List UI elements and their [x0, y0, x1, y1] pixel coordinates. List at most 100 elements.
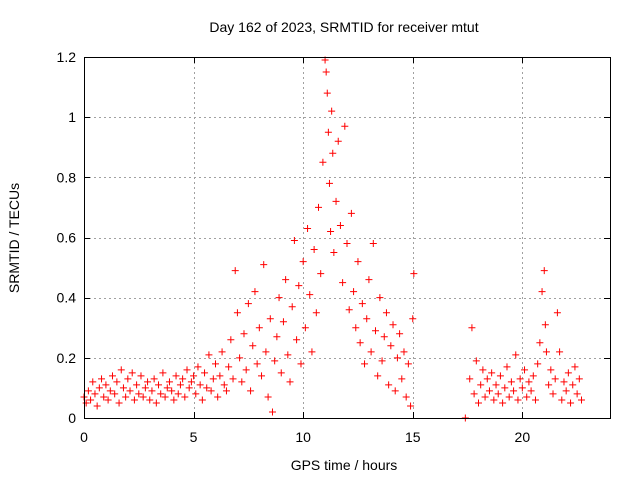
data-point [157, 390, 165, 398]
data-point [212, 360, 219, 368]
data-point [95, 384, 103, 392]
axis-ticks: 0 0.2 0.4 0.6 0.8 1 1.2 0 5 10 15 20 [57, 49, 610, 445]
y-tick-label: 0.8 [57, 169, 77, 185]
data-point [84, 387, 92, 395]
data-point [176, 381, 184, 389]
data-point [365, 276, 373, 284]
data-point [553, 309, 561, 317]
data-point [203, 384, 211, 392]
data-point [329, 149, 337, 157]
data-point [271, 357, 279, 365]
data-point [567, 399, 575, 407]
data-point [295, 282, 303, 290]
data-point [466, 375, 474, 383]
data-point [310, 246, 318, 254]
data-point [288, 303, 296, 311]
data-point [220, 381, 228, 389]
grid-lines [84, 57, 610, 418]
data-point [91, 390, 99, 398]
data-point [376, 294, 384, 302]
data-point [345, 306, 353, 314]
data-point [106, 387, 114, 395]
data-point [306, 291, 314, 299]
data-point [198, 396, 206, 404]
data-point [558, 396, 566, 404]
data-point [499, 399, 507, 407]
data-point [571, 363, 579, 371]
data-point [492, 381, 500, 389]
data-point [260, 261, 268, 269]
data-point [100, 393, 108, 401]
data-point [367, 348, 375, 356]
data-point [135, 390, 143, 398]
data-point [284, 351, 292, 359]
data-point [163, 384, 171, 392]
data-point [207, 387, 215, 395]
data-point [507, 378, 515, 386]
data-point [146, 396, 154, 404]
data-point [352, 324, 360, 332]
data-point [159, 369, 167, 377]
data-point [108, 372, 116, 380]
x-tick-label: 10 [295, 429, 311, 445]
data-point [262, 348, 270, 356]
data-point [225, 363, 233, 371]
data-point [400, 348, 408, 356]
data-point [363, 315, 371, 323]
data-point [282, 276, 290, 284]
y-tick-label: 1 [68, 109, 76, 125]
x-tick-label: 5 [190, 429, 198, 445]
data-point [343, 240, 351, 248]
data-point [104, 396, 112, 404]
data-point [170, 396, 178, 404]
data-point [369, 240, 377, 248]
data-point [144, 378, 152, 386]
data-point [258, 372, 266, 380]
y-tick-label: 0.4 [57, 290, 77, 306]
data-point [485, 387, 493, 395]
data-point [330, 249, 338, 257]
data-point [347, 209, 355, 217]
data-point [240, 330, 248, 338]
data-point [187, 378, 195, 386]
data-point [113, 378, 121, 386]
data-point [264, 393, 272, 401]
data-point [323, 89, 331, 97]
data-point [361, 360, 369, 368]
data-point [304, 224, 312, 232]
data-point [247, 387, 255, 395]
data-point [505, 393, 513, 401]
data-point [578, 396, 586, 404]
data-point [549, 390, 557, 398]
data-point [133, 381, 141, 389]
data-point [393, 354, 401, 362]
data-point [540, 267, 548, 275]
data-point [490, 396, 498, 404]
data-point [501, 384, 509, 392]
x-axis-label: GPS time / hours [291, 457, 398, 473]
data-point [475, 399, 482, 407]
data-point [115, 399, 123, 407]
data-point [488, 369, 496, 377]
y-tick-label: 0.6 [57, 230, 77, 246]
data-point [334, 137, 342, 145]
data-point [181, 393, 189, 401]
data-point [185, 384, 193, 392]
data-point [575, 375, 583, 383]
data-point [385, 381, 393, 389]
data-point [222, 387, 230, 395]
data-point [545, 381, 553, 389]
data-point [242, 366, 250, 374]
data-point [98, 375, 106, 383]
data-point [523, 393, 531, 401]
plot-frame [84, 57, 611, 419]
x-tick-label: 20 [515, 429, 531, 445]
data-point [336, 221, 344, 229]
data-point [229, 375, 237, 383]
data-point [332, 197, 340, 205]
data-point [251, 288, 259, 296]
data-point [521, 366, 529, 374]
data-point [341, 122, 349, 130]
data-point [179, 375, 187, 383]
